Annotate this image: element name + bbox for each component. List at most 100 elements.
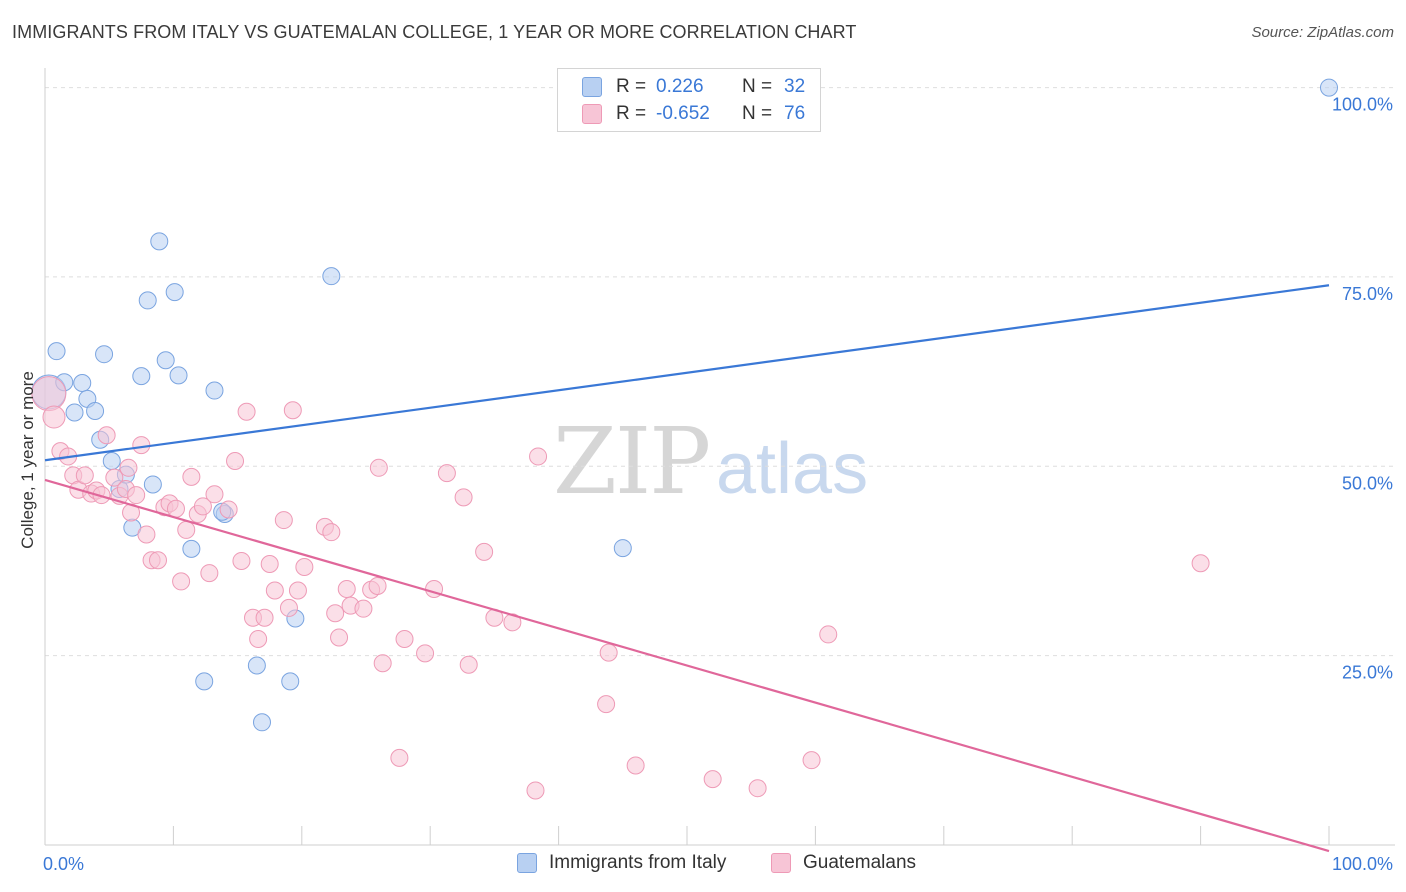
data-point — [105, 468, 124, 487]
data-point — [205, 485, 224, 504]
data-point — [169, 366, 188, 385]
data-point — [599, 643, 618, 662]
data-point — [802, 751, 821, 770]
data-point — [283, 401, 302, 420]
data-point — [454, 488, 473, 507]
data-point — [156, 351, 175, 370]
data-point — [195, 672, 214, 691]
x-tick-label-min: 0.0% — [43, 854, 84, 874]
data-point — [322, 267, 341, 286]
series-swatch-italy — [517, 853, 537, 873]
data-point — [165, 283, 184, 302]
legend-swatch-guatemalans — [582, 104, 602, 124]
data-point — [143, 475, 162, 494]
data-point — [75, 466, 94, 485]
data-point — [288, 581, 307, 600]
data-point — [613, 539, 632, 558]
data-point — [249, 629, 268, 648]
data-point — [1191, 554, 1210, 573]
data-point — [132, 436, 151, 455]
data-point — [475, 542, 494, 561]
data-point — [337, 579, 356, 598]
data-point — [369, 458, 388, 477]
data-point — [177, 520, 196, 539]
legend-row-italy: R = 0.226 N = 32 — [582, 75, 805, 99]
data-point — [97, 426, 116, 445]
data-point — [459, 655, 478, 674]
data-point — [274, 511, 293, 530]
source-label: Source: ZipAtlas.com — [1251, 24, 1394, 41]
data-point — [226, 451, 245, 470]
data-point — [73, 373, 92, 392]
data-point — [819, 625, 838, 644]
legend-swatch-italy — [582, 77, 602, 97]
data-point — [182, 467, 201, 486]
data-point — [748, 779, 767, 798]
data-point — [95, 345, 114, 364]
data-point — [205, 381, 224, 400]
data-point — [255, 608, 274, 627]
data-point — [47, 342, 66, 361]
data-point — [86, 401, 105, 420]
data-point — [703, 770, 722, 789]
legend-n-label: N = — [742, 76, 773, 97]
data-point — [395, 629, 414, 648]
data-point — [42, 405, 66, 429]
data-point — [279, 598, 298, 617]
data-point — [626, 756, 645, 775]
data-point — [373, 654, 392, 673]
data-point — [295, 558, 314, 577]
data-point — [127, 486, 146, 505]
series-legend: Immigrants from Italy Guatemalans — [0, 852, 1406, 878]
legend-n-value-italy: 32 — [784, 76, 806, 97]
series-label-italy: Immigrants from Italy — [549, 852, 727, 873]
legend-r-value-italy: 0.226 — [656, 76, 704, 97]
series-swatch-guatemalans — [771, 853, 791, 873]
data-point — [137, 525, 156, 544]
data-point — [330, 628, 349, 647]
chart-title: IMMIGRANTS FROM ITALY VS GUATEMALAN COLL… — [12, 22, 857, 42]
series-legend-italy[interactable]: Immigrants from Italy — [517, 852, 726, 874]
y-tick-label: 50.0% — [1342, 473, 1393, 493]
data-point — [200, 564, 219, 583]
data-point — [193, 497, 212, 516]
data-point — [232, 551, 251, 570]
data-point — [260, 554, 279, 573]
data-point — [148, 551, 167, 570]
data-point — [237, 402, 256, 421]
legend-r-label: R = — [616, 76, 647, 97]
data-point — [416, 644, 435, 663]
data-point — [172, 572, 191, 591]
data-point — [166, 499, 185, 518]
data-point — [132, 367, 151, 386]
data-point — [597, 695, 616, 714]
x-tick-label-max: 100.0% — [1332, 854, 1393, 874]
legend-n-label: N = — [742, 103, 773, 124]
y-tick-label: 75.0% — [1342, 284, 1393, 304]
trend-line — [44, 478, 1330, 853]
legend-r-label: R = — [616, 103, 647, 124]
series-legend-guatemalans[interactable]: Guatemalans — [771, 852, 916, 874]
data-point — [65, 403, 84, 422]
y-tick-label: 25.0% — [1342, 663, 1393, 683]
watermark-atlas: atlas — [716, 429, 869, 509]
data-point — [322, 523, 341, 542]
watermark-zip: ZIP — [553, 408, 711, 515]
data-point — [503, 613, 522, 632]
data-point — [529, 447, 548, 466]
y-axis-label: College, 1 year or more — [18, 371, 37, 549]
legend-r-value-guatemalans: -0.652 — [656, 103, 710, 124]
data-point — [368, 576, 387, 595]
data-point — [138, 291, 157, 310]
data-point — [265, 581, 284, 600]
data-point — [150, 232, 169, 251]
series-label-guatemalans: Guatemalans — [803, 852, 917, 873]
data-point — [526, 781, 545, 800]
data-point — [102, 451, 121, 470]
data-point — [1320, 78, 1338, 97]
data-point — [252, 713, 271, 732]
legend-row-guatemalans: R = -0.652 N = 76 — [582, 102, 805, 126]
legend-n-value-guatemalans: 76 — [784, 103, 806, 124]
trend-line — [44, 284, 1330, 462]
